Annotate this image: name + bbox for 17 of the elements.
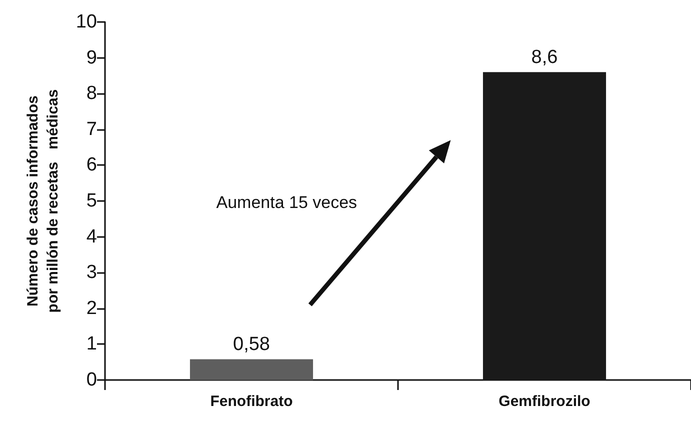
data-label: 8,6 bbox=[531, 47, 558, 68]
y-tick-label: 10 bbox=[76, 12, 97, 32]
y-tick-label: 0 bbox=[86, 370, 97, 390]
x-tick-label: Gemfibrozilo bbox=[498, 393, 590, 410]
y-tick-label: 9 bbox=[86, 47, 97, 68]
y-tick-label: 5 bbox=[86, 190, 97, 212]
y-tick-label: 2 bbox=[86, 298, 97, 319]
data-label: 0,58 bbox=[233, 334, 270, 356]
x-tick-label: Fenofibrato bbox=[210, 393, 293, 410]
y-tick-label: 3 bbox=[86, 262, 97, 284]
y-tick-label: 7 bbox=[86, 118, 97, 140]
y-tick-label: 1 bbox=[86, 334, 97, 355]
y-tick-label: 8 bbox=[86, 83, 97, 104]
y-axis-title: Número de casos informados por millón de recetas médicas bbox=[24, 89, 62, 313]
y-tick-label: 4 bbox=[86, 226, 98, 248]
y-tick-label: 6 bbox=[86, 154, 97, 176]
annotation: Aumenta 15 veces bbox=[216, 193, 358, 212]
